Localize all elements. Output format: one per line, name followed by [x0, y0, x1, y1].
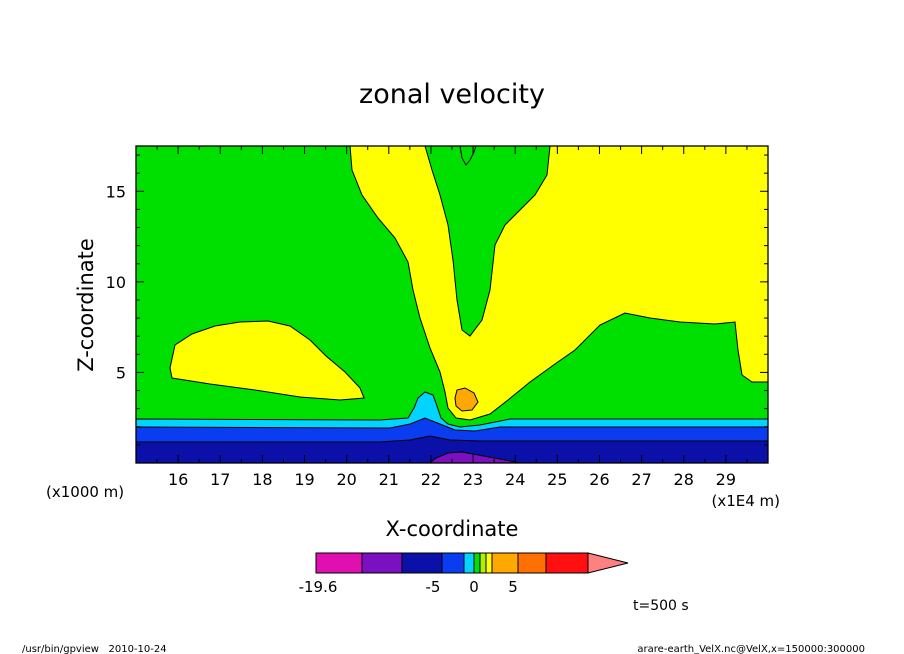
y-tick-label: 15 [106, 182, 126, 201]
x-tick-label: 26 [589, 470, 609, 489]
x-tick-label: 21 [379, 470, 399, 489]
x-tick-label: 18 [252, 470, 272, 489]
colorbar-segment [491, 552, 519, 574]
x-tick-label: 24 [505, 470, 525, 489]
x-tick-label: 17 [210, 470, 230, 489]
contour-pocket-top [459, 146, 477, 166]
colorbar-segment [473, 552, 481, 574]
colorbar-segment [463, 552, 475, 574]
time-label: t=500 s [633, 598, 689, 614]
colorbar [315, 552, 629, 574]
colorbar-segment [315, 552, 363, 574]
contour-orange-blob [454, 387, 479, 412]
y-axis-title: Z-coordinate [74, 238, 98, 372]
contour-left-lobe [169, 320, 365, 401]
colorbar-segment [441, 552, 465, 574]
y-tick-label: 5 [116, 363, 126, 382]
x-axis-title: X-coordinate [386, 517, 519, 541]
footer-left: /usr/bin/gpview 2010-10-24 [22, 644, 167, 654]
x-tick-label: 25 [547, 470, 567, 489]
y-tick-labels: 5 10 15 [106, 182, 126, 382]
x-tick-labels: 16 17 18 19 20 21 22 23 24 25 26 27 28 29 [168, 470, 736, 489]
chart-title: zonal velocity [359, 79, 545, 110]
tick-marks [136, 146, 768, 463]
colorbar-tick-label: -19.6 [299, 578, 338, 596]
contour-field [136, 146, 768, 463]
x-tick-label: 27 [631, 470, 651, 489]
x-unit-left: (x1000 m) [46, 483, 124, 501]
x-tick-label: 29 [716, 470, 736, 489]
colorbar-tick-label: -5 [426, 578, 441, 596]
colorbar-segment [361, 552, 403, 574]
x-unit-right: (x1E4 m) [711, 492, 780, 510]
colorbar-arrow [587, 552, 629, 574]
colorbar-tick-label: 5 [508, 578, 518, 596]
x-tick-label: 23 [463, 470, 483, 489]
x-tick-label: 16 [168, 470, 188, 489]
footer-right: arare-earth_VelX.nc@VelX,x=150000:300000 [637, 644, 865, 654]
y-tick-label: 10 [106, 273, 126, 292]
contour-dark-blue-band [136, 435, 768, 463]
x-tick-label: 22 [421, 470, 441, 489]
x-tick-label: 20 [336, 470, 356, 489]
x-tick-label: 28 [674, 470, 694, 489]
colorbar-segment [485, 552, 493, 574]
colorbar-segment [401, 552, 443, 574]
colorbar-labels: -19.6 -5 0 5 [299, 578, 518, 596]
x-tick-label: 19 [294, 470, 314, 489]
colorbar-segment [479, 552, 487, 574]
contour-positive-region [349, 146, 768, 421]
colorbar-segment [517, 552, 547, 574]
colorbar-segment [545, 552, 589, 574]
colorbar-tick-label: 0 [469, 578, 479, 596]
